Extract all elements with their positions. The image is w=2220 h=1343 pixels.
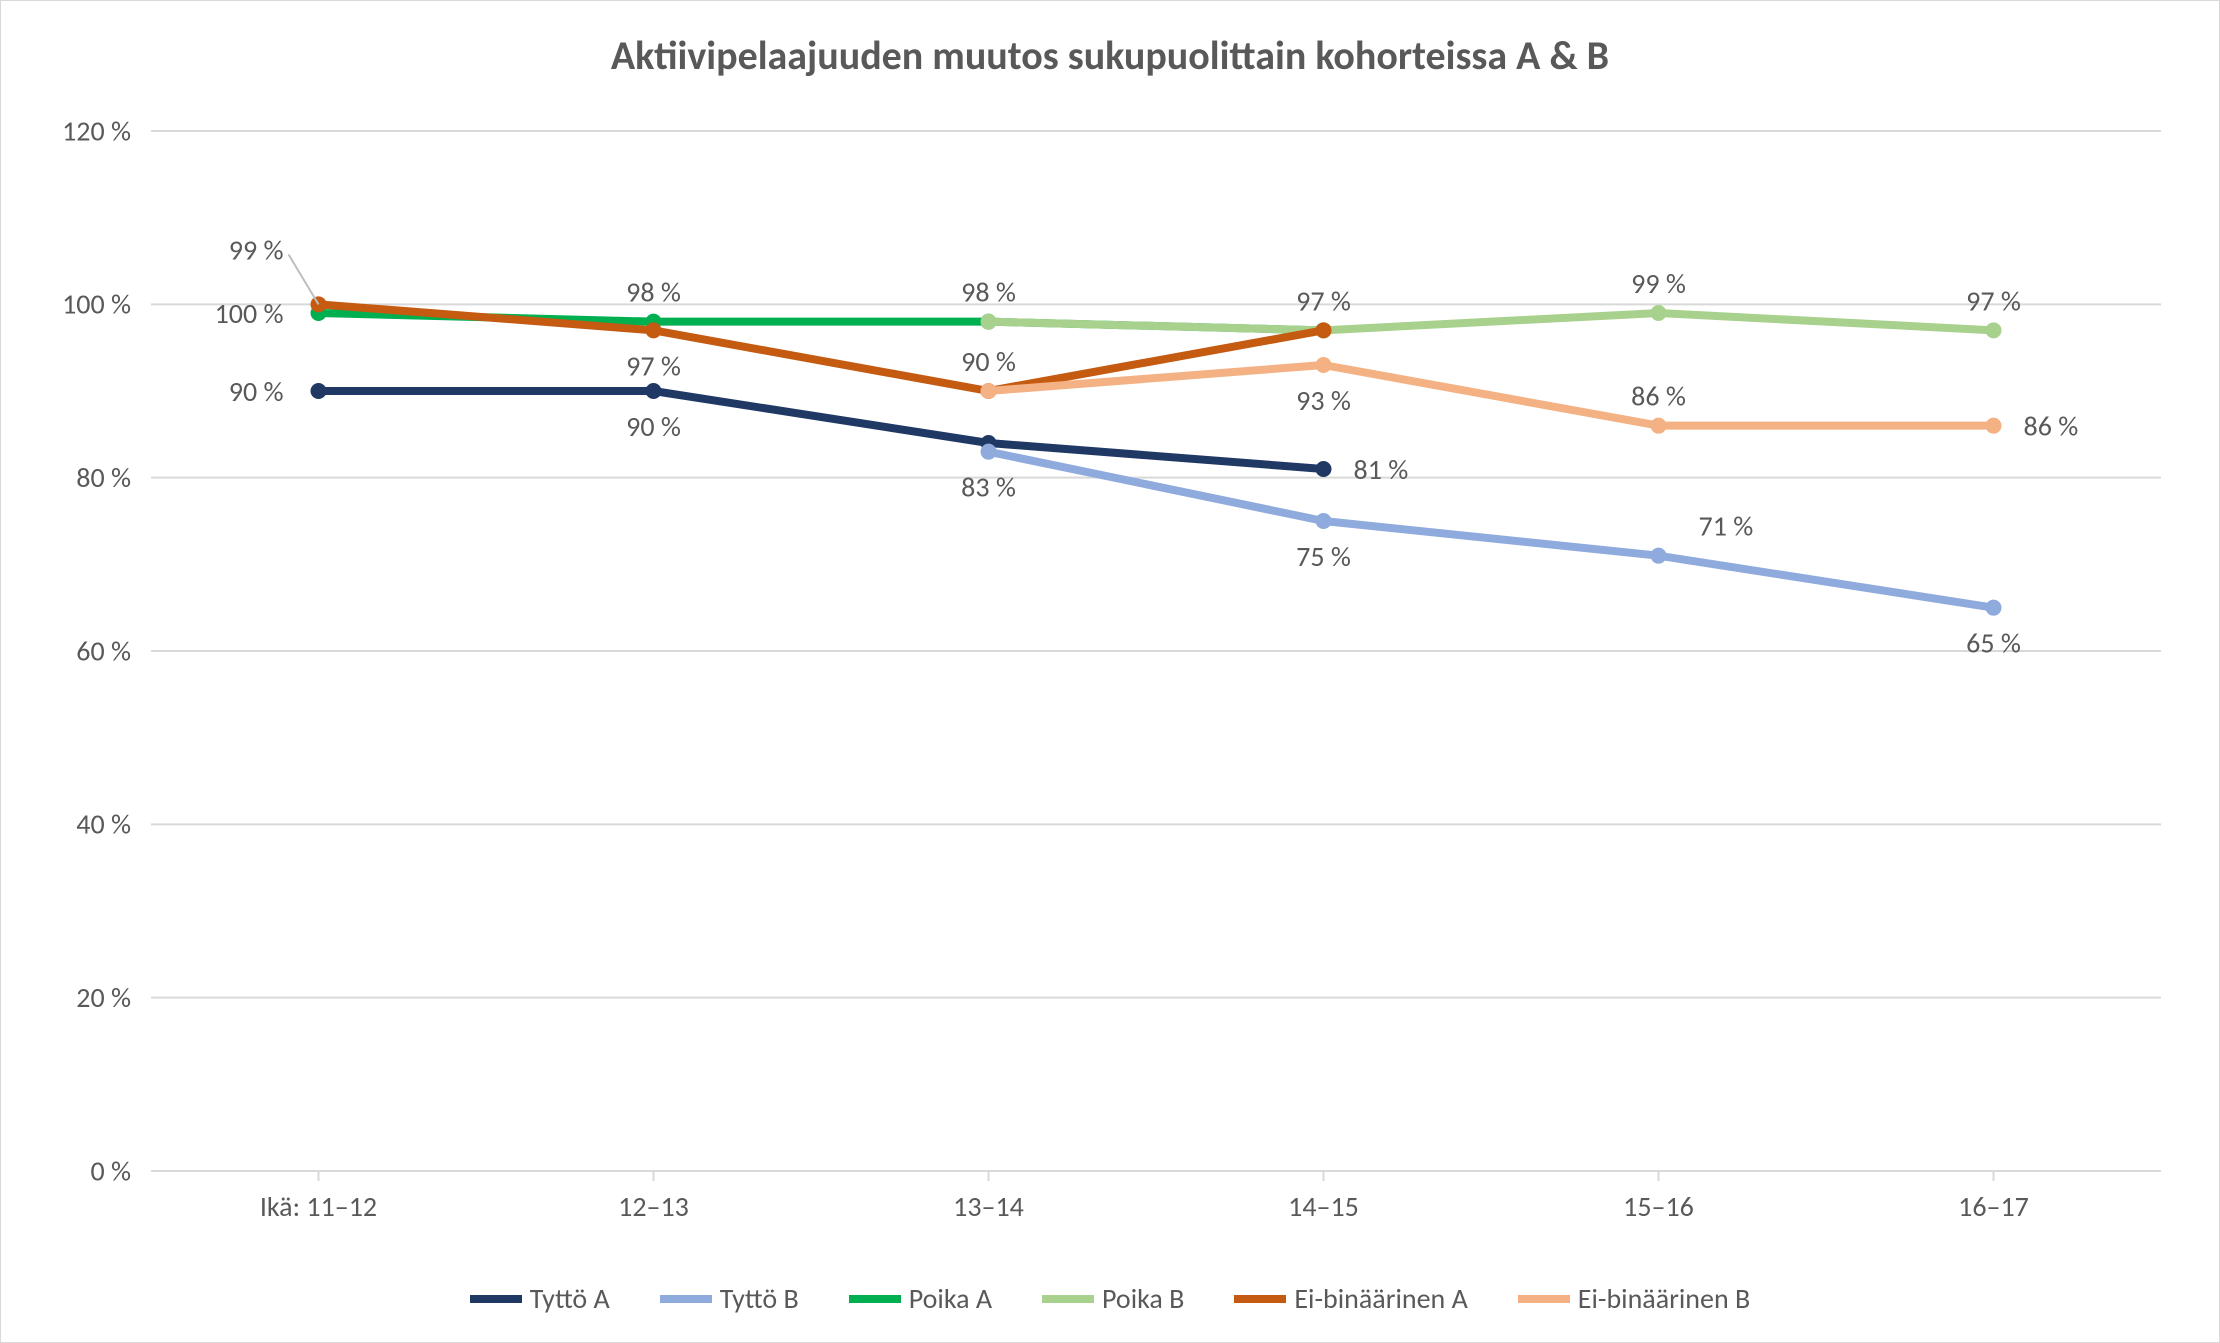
svg-text:Ikä: 11–12: Ikä: 11–12 — [260, 1189, 377, 1224]
marker — [1986, 600, 2002, 616]
data-label: 99 % — [229, 232, 284, 267]
data-label: 99 % — [1631, 266, 1686, 301]
chart-container: Aktiivipelaajuuden muutos sukupuolittain… — [0, 0, 2220, 1343]
line-tyttö-b — [989, 452, 1994, 608]
marker — [1316, 513, 1332, 529]
data-label: 75 % — [1296, 539, 1351, 574]
legend-swatch — [1042, 1295, 1094, 1303]
data-label: 83 % — [961, 470, 1016, 505]
svg-text:60 %: 60 % — [76, 633, 131, 668]
line-tyttö-a — [319, 391, 1324, 469]
data-label: 71 % — [1699, 509, 1754, 544]
legend-label: Poika A — [909, 1281, 992, 1316]
legend-item-tyttö-b: Tyttö B — [660, 1281, 799, 1316]
legend-swatch — [1518, 1295, 1570, 1303]
legend-item-tyttö-a: Tyttö A — [470, 1281, 610, 1316]
marker — [1316, 461, 1332, 477]
svg-text:80 %: 80 % — [76, 460, 131, 495]
data-label: 86 % — [1631, 379, 1686, 414]
marker — [981, 314, 997, 330]
legend-swatch — [470, 1295, 522, 1303]
marker — [1316, 322, 1332, 338]
data-label: 81 % — [1354, 452, 1409, 487]
svg-text:100 %: 100 % — [62, 287, 131, 322]
data-label: 93 % — [1296, 383, 1351, 418]
line-poika-b — [989, 313, 1994, 330]
svg-text:14–15: 14–15 — [1288, 1189, 1359, 1224]
svg-text:20 %: 20 % — [76, 980, 131, 1015]
svg-text:12–13: 12–13 — [618, 1189, 689, 1224]
marker — [1316, 357, 1332, 373]
marker — [646, 322, 662, 338]
data-label: 100 % — [215, 296, 284, 331]
data-label: 90 % — [229, 374, 284, 409]
data-label: 97 % — [626, 348, 681, 383]
data-label: 98 % — [626, 275, 681, 310]
marker — [1986, 322, 2002, 338]
legend-label: Ei-binäärinen A — [1294, 1281, 1467, 1316]
legend-label: Ei-binäärinen B — [1578, 1281, 1750, 1316]
legend-item-ei-binäärinen-a: Ei-binäärinen A — [1234, 1281, 1467, 1316]
marker — [1651, 305, 1667, 321]
legend: Tyttö A Tyttö B Poika A Poika B Ei-binäärine… — [1, 1281, 2219, 1316]
svg-text:40 %: 40 % — [76, 807, 131, 842]
line-ei-binäärinen-b — [989, 365, 1994, 426]
chart-plot: 0 % 20 % 40 % 60 % 80 % 100 % 120 % Ikä: 11–12 1… — [1, 1, 2220, 1241]
legend-label: Tyttö A — [530, 1281, 610, 1316]
svg-text:13–14: 13–14 — [953, 1189, 1024, 1224]
svg-text:15–16: 15–16 — [1623, 1189, 1694, 1224]
marker — [1651, 548, 1667, 564]
marker — [981, 444, 997, 460]
svg-text:16–17: 16–17 — [1958, 1189, 2029, 1224]
svg-text:0 %: 0 % — [90, 1153, 131, 1188]
legend-swatch — [849, 1295, 901, 1303]
data-label: 90 % — [961, 344, 1016, 379]
marker — [981, 383, 997, 399]
data-label: 65 % — [1966, 626, 2021, 661]
marker — [646, 383, 662, 399]
marker — [1651, 418, 1667, 434]
marker — [1986, 418, 2002, 434]
data-label: 98 % — [961, 275, 1016, 310]
svg-text:120 %: 120 % — [62, 113, 131, 148]
legend-label: Tyttö B — [720, 1281, 799, 1316]
legend-item-poika-a: Poika A — [849, 1281, 992, 1316]
legend-item-ei-binäärinen-b: Ei-binäärinen B — [1518, 1281, 1750, 1316]
data-label: 90 % — [626, 409, 681, 444]
legend-swatch — [660, 1295, 712, 1303]
legend-swatch — [1234, 1295, 1286, 1303]
data-label: 97 % — [1296, 283, 1351, 318]
legend-label: Poika B — [1102, 1281, 1184, 1316]
legend-item-poika-b: Poika B — [1042, 1281, 1184, 1316]
data-label: 86 % — [2024, 409, 2079, 444]
data-label: 97 % — [1966, 283, 2021, 318]
marker — [311, 383, 327, 399]
